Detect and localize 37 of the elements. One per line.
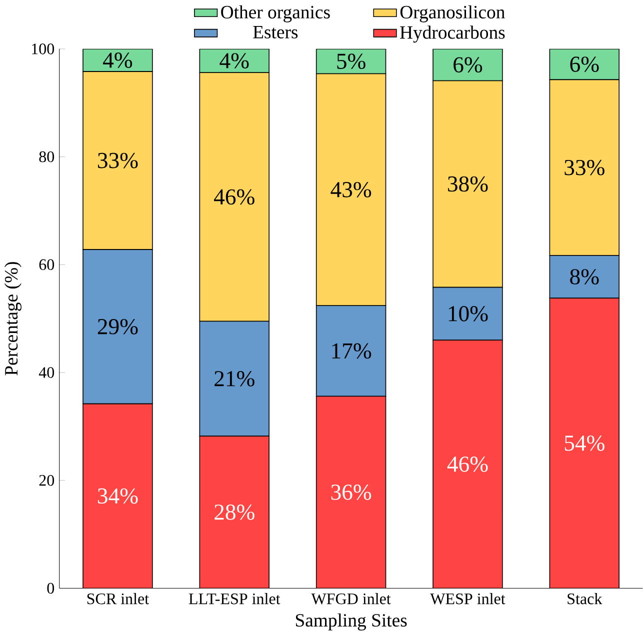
x-tick-label: Stack <box>568 592 602 604</box>
data-label: 46% <box>447 456 488 472</box>
x-tick-label: WESP inlet <box>430 592 506 604</box>
y-tick-label: 40 <box>38 367 54 378</box>
data-label: 6% <box>570 56 599 72</box>
data-label: 43% <box>330 182 372 198</box>
data-label: 4% <box>103 52 132 68</box>
y-tick-label: 100 <box>32 44 54 54</box>
x-tick-label: SCR inlet <box>87 592 149 604</box>
y-tick-label: 60 <box>39 259 54 270</box>
legend-label: Organosilicon <box>400 5 505 22</box>
data-label: 17% <box>332 343 372 359</box>
data-label: 6% <box>454 57 482 73</box>
y-axis-title: Percentage (%) <box>4 262 22 376</box>
data-label: 54% <box>564 436 604 451</box>
data-label: 33% <box>98 152 138 168</box>
y-tick-label: 0 <box>47 582 54 594</box>
data-label: 8% <box>570 269 599 285</box>
data-label: 10% <box>448 306 488 322</box>
data-label: 5% <box>337 54 366 70</box>
data-label: 46% <box>214 189 254 205</box>
data-label: 4% <box>220 53 249 69</box>
x-axis-title: Sampling Sites <box>296 614 407 631</box>
x-tick-label: WFGD inlet <box>311 592 391 604</box>
data-label: 29% <box>98 319 138 334</box>
data-label: 36% <box>331 484 372 500</box>
y-tick-label: 20 <box>39 475 54 486</box>
legend-label: Other organics <box>221 5 330 22</box>
legend-label: Hydrocarbons <box>400 26 505 43</box>
data-label: 38% <box>448 176 488 192</box>
legend-label: Esters <box>253 26 298 38</box>
data-label: 34% <box>98 488 138 504</box>
x-tick-label: LLT-ESP inlet <box>188 592 280 604</box>
data-label: 33% <box>564 160 604 176</box>
data-label: 21% <box>214 371 254 386</box>
data-label: 28% <box>214 504 254 520</box>
y-tick-label: 80 <box>39 151 54 162</box>
